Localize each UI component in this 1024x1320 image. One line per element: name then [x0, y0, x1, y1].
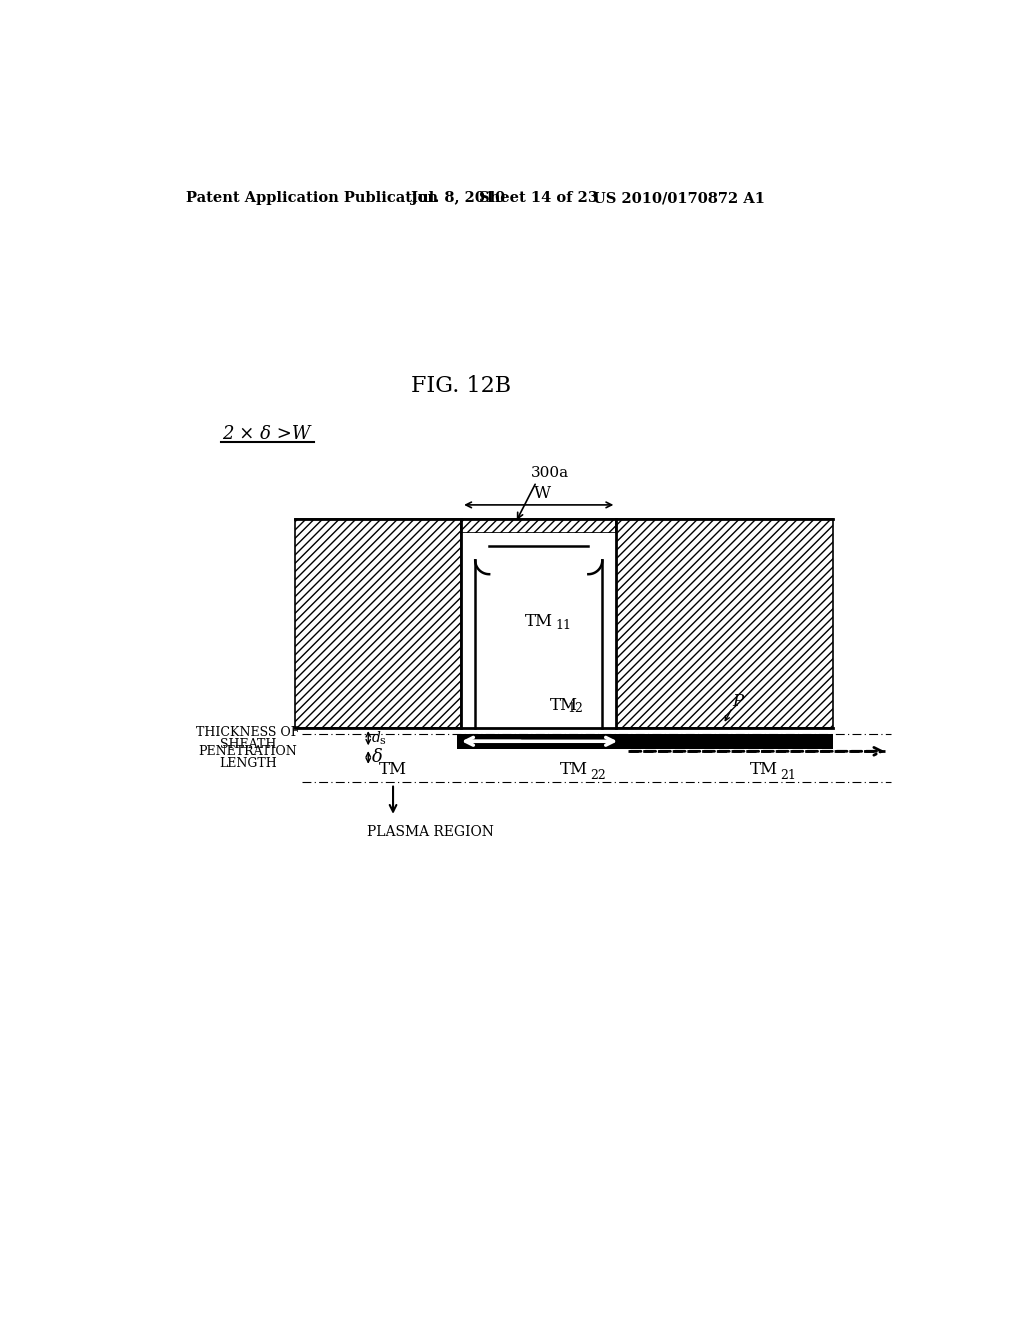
- Text: 300a: 300a: [531, 466, 569, 480]
- Text: PLASMA REGION: PLASMA REGION: [367, 825, 494, 840]
- Text: s: s: [380, 737, 386, 746]
- Text: 22: 22: [591, 770, 606, 781]
- Text: SHEATH: SHEATH: [220, 738, 276, 751]
- Text: US 2010/0170872 A1: US 2010/0170872 A1: [593, 191, 765, 206]
- Text: 12: 12: [567, 702, 584, 715]
- Text: FIG. 12B: FIG. 12B: [412, 375, 511, 396]
- Text: Patent Application Publication: Patent Application Publication: [186, 191, 438, 206]
- Text: Jul. 8, 2010: Jul. 8, 2010: [411, 191, 505, 206]
- Text: TM: TM: [750, 762, 777, 779]
- Text: P: P: [732, 693, 743, 710]
- Text: 2 × δ >W: 2 × δ >W: [222, 425, 311, 444]
- Bar: [461, 519, 616, 532]
- Bar: [616, 519, 834, 729]
- Bar: [461, 533, 616, 729]
- Text: TM: TM: [524, 614, 553, 631]
- Text: TM: TM: [559, 762, 588, 779]
- Text: Sheet 14 of 23: Sheet 14 of 23: [479, 191, 598, 206]
- Text: TM: TM: [550, 697, 579, 714]
- Text: THICKNESS OF: THICKNESS OF: [197, 726, 300, 739]
- Text: TM: TM: [379, 762, 408, 779]
- Text: d: d: [372, 731, 381, 746]
- Text: PENETRATION: PENETRATION: [199, 744, 298, 758]
- Text: W: W: [535, 484, 551, 502]
- Text: 11: 11: [556, 619, 571, 632]
- Text: 21: 21: [780, 770, 797, 781]
- Bar: [458, 734, 834, 748]
- Text: LENGTH: LENGTH: [219, 758, 278, 770]
- Text: δ: δ: [372, 748, 383, 767]
- Bar: [295, 519, 461, 729]
